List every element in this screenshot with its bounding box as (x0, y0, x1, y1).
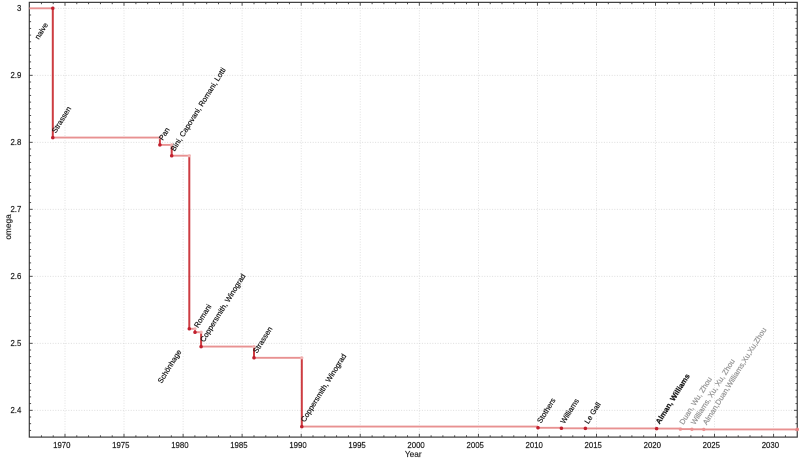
svg-text:3: 3 (17, 4, 21, 13)
svg-text:2015: 2015 (585, 441, 603, 450)
svg-text:2.9: 2.9 (10, 71, 21, 80)
svg-text:2.8: 2.8 (10, 138, 21, 147)
svg-text:omega: omega (3, 214, 13, 240)
svg-text:2025: 2025 (703, 441, 721, 450)
svg-text:2.6: 2.6 (10, 272, 21, 281)
svg-text:1970: 1970 (53, 441, 71, 450)
svg-text:2010: 2010 (526, 441, 544, 450)
svg-text:2.5: 2.5 (10, 339, 22, 348)
svg-text:1995: 1995 (348, 441, 366, 450)
svg-text:Year: Year (405, 449, 422, 459)
svg-text:1990: 1990 (289, 441, 307, 450)
svg-text:2005: 2005 (467, 441, 485, 450)
svg-text:1975: 1975 (112, 441, 130, 450)
svg-text:1980: 1980 (171, 441, 189, 450)
svg-text:2.7: 2.7 (10, 205, 21, 214)
svg-text:2000: 2000 (407, 441, 425, 450)
svg-text:2030: 2030 (762, 441, 780, 450)
svg-text:2.4: 2.4 (10, 406, 22, 415)
svg-text:1985: 1985 (230, 441, 248, 450)
svg-text:2020: 2020 (644, 441, 662, 450)
